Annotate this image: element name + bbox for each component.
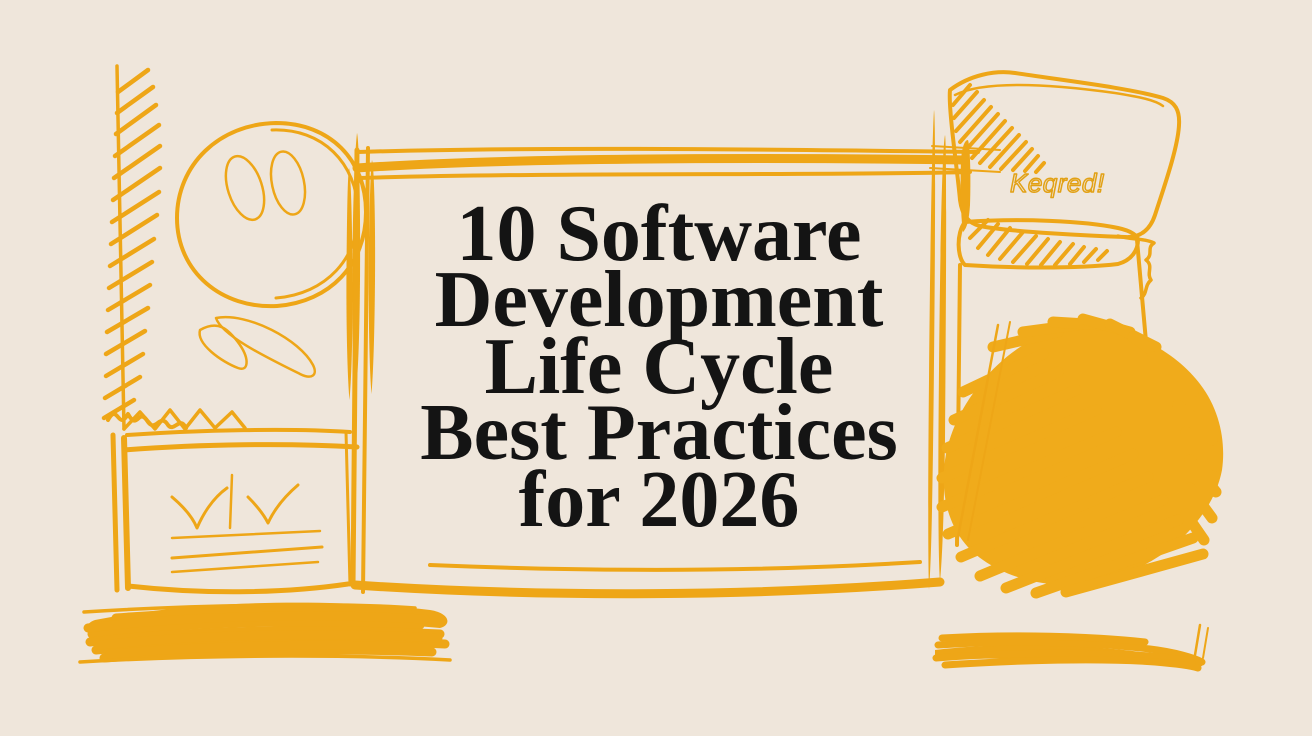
svg-text:Keqred!: Keqred! bbox=[1010, 168, 1105, 198]
